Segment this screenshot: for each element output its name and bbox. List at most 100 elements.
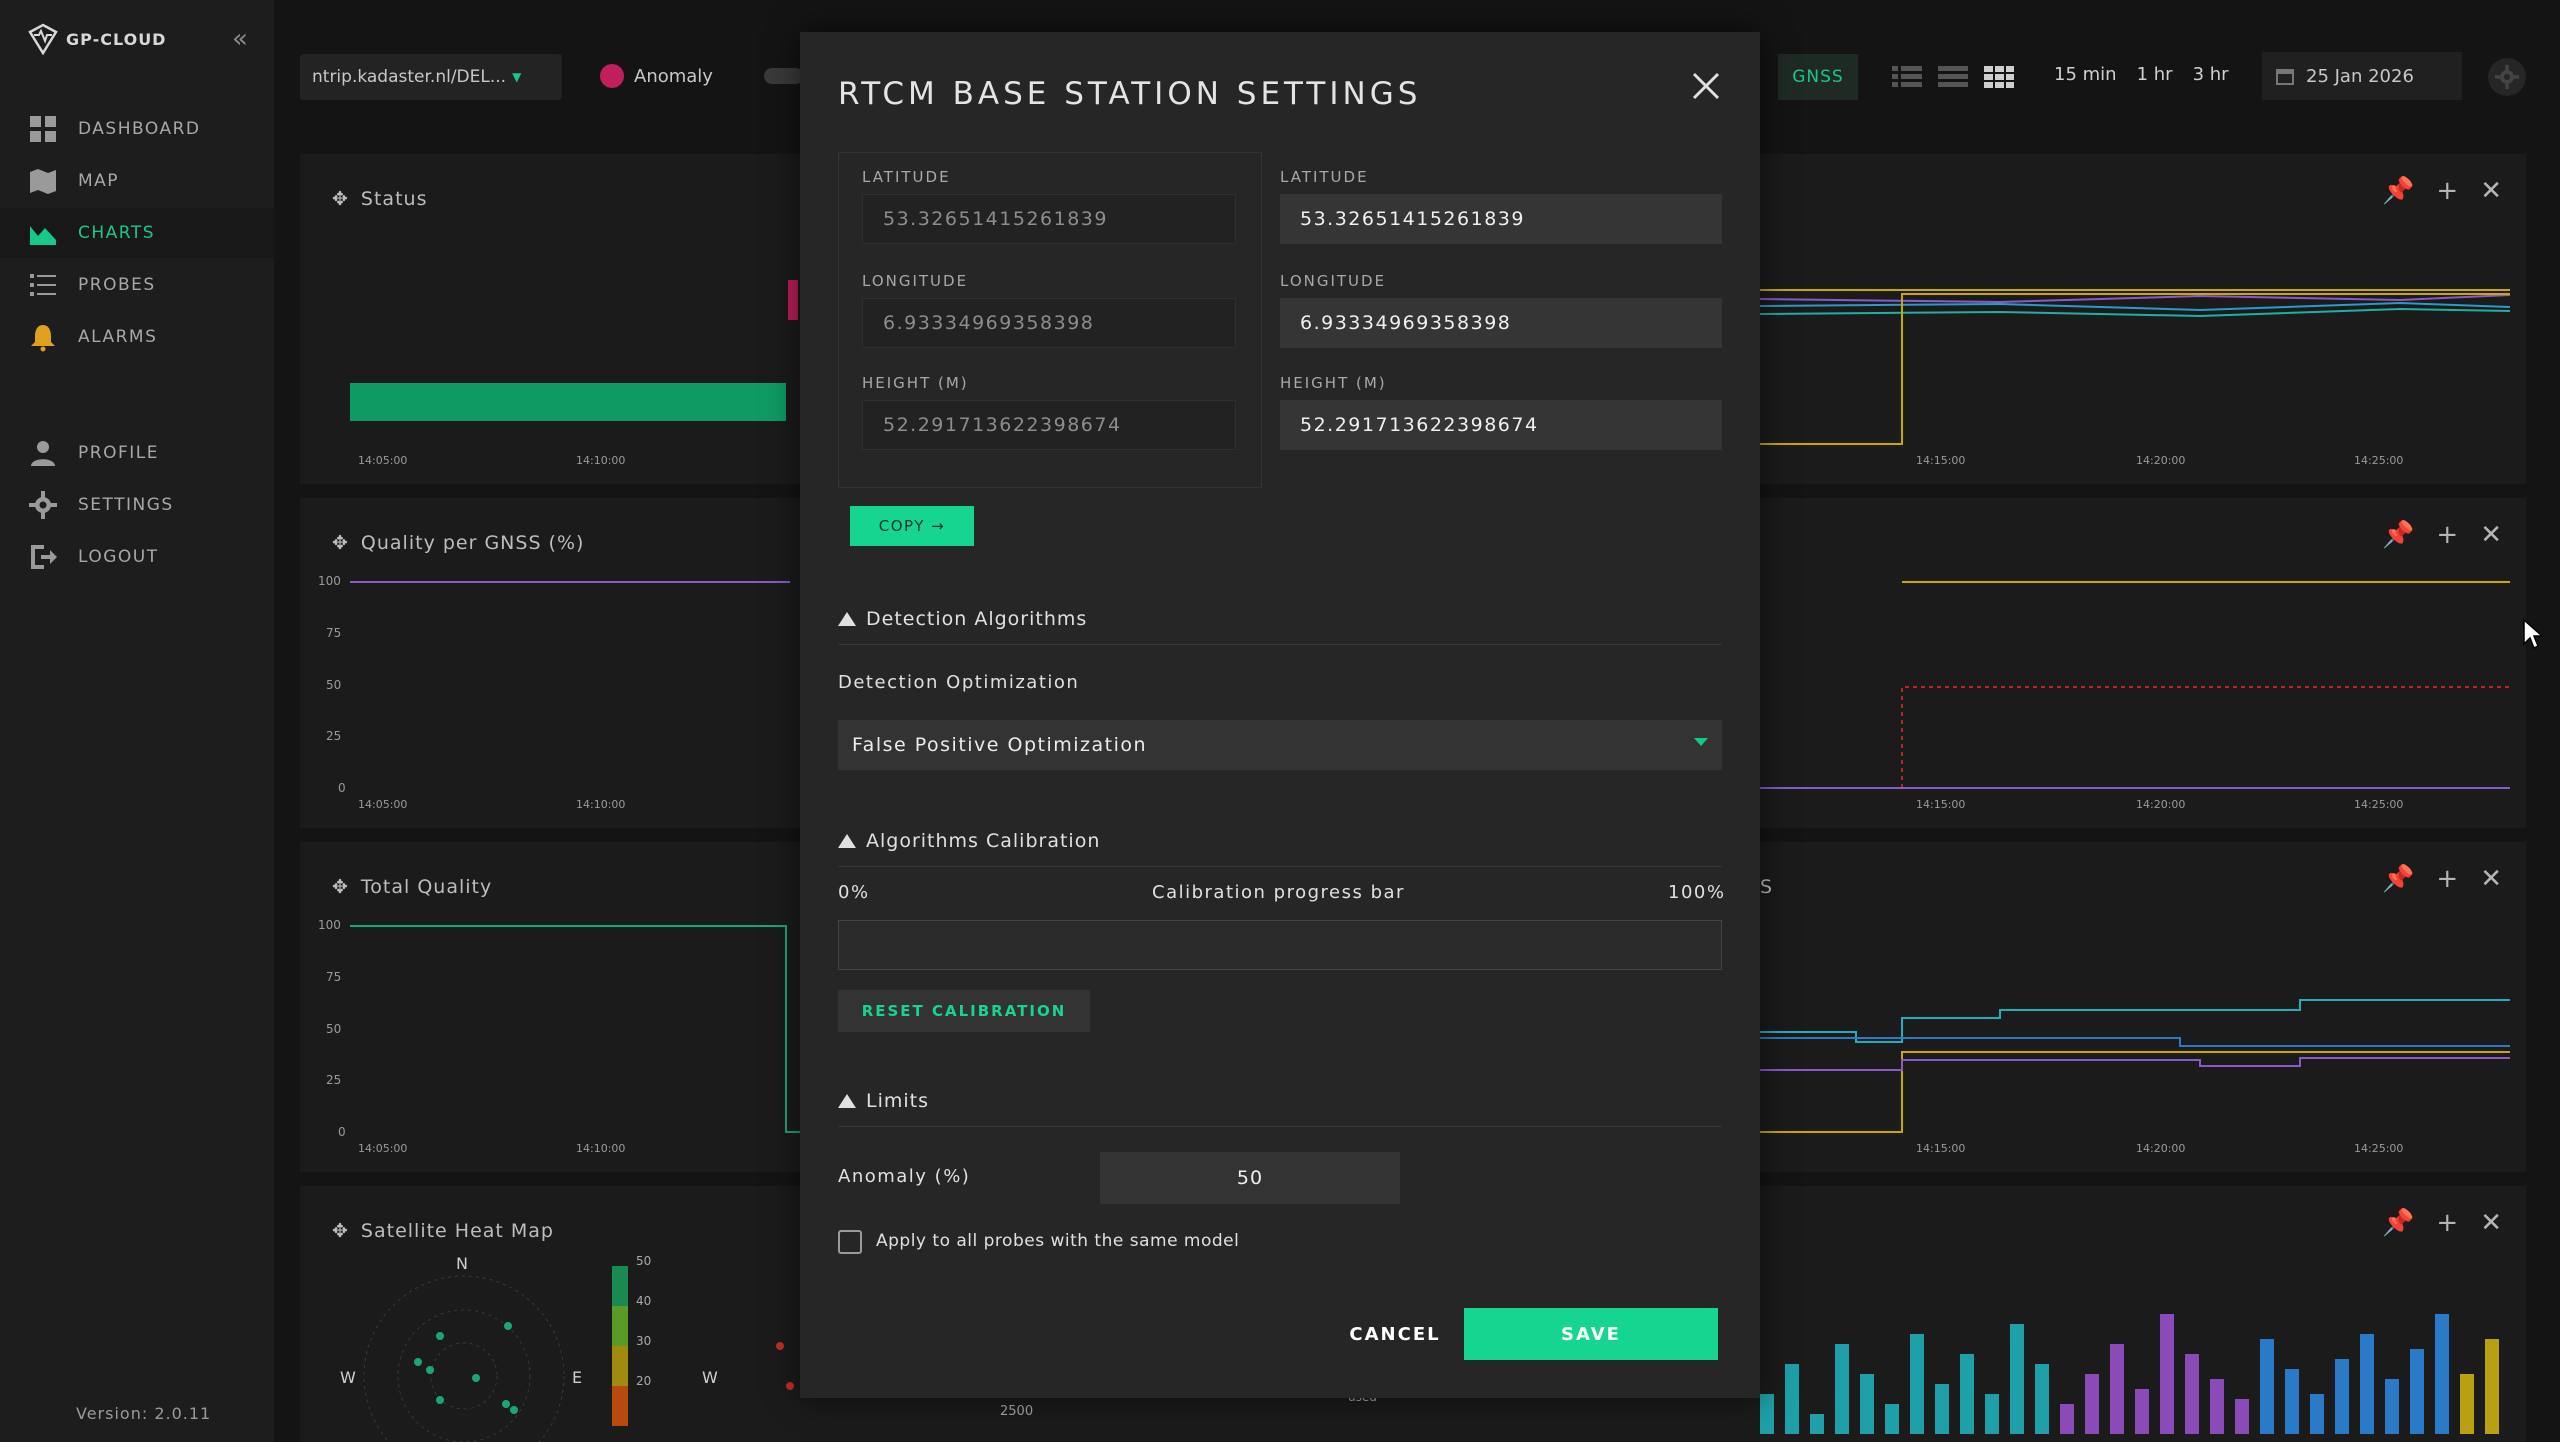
detection-optimization-label: Detection Optimization [838,672,1080,693]
move-handle-icon[interactable]: ✥ [332,188,349,210]
sidebar-item-map[interactable]: MAP [0,156,274,206]
panel-actions: 📌 + ✕ [2382,1208,2502,1238]
sidebar-item-label: PROFILE [78,443,159,463]
latitude-label: LATITUDE [1280,168,1369,186]
date-picker[interactable]: 25 Jan 2026 [2262,52,2462,100]
pin-icon[interactable]: 📌 [2382,520,2415,550]
anomaly-filter[interactable]: Anomaly [600,64,713,88]
alarm-icon [31,325,55,352]
save-button[interactable]: SAVE [1464,1308,1718,1360]
close-icon[interactable] [1686,66,1726,106]
compass-north: N [456,1254,468,1273]
height-label: HEIGHT (M) [1280,374,1387,392]
layout-grid-icon[interactable] [1984,64,2014,90]
add-icon[interactable]: + [2436,520,2459,550]
close-icon[interactable]: ✕ [2480,864,2502,894]
anomaly-toggle[interactable] [764,68,804,84]
panel-actions: 📌 + ✕ [2382,864,2502,894]
longitude-label: LONGITUDE [862,272,969,290]
satellite-bar [2410,1349,2424,1434]
logo[interactable]: GP-CLOUD [26,22,166,56]
close-icon[interactable]: ✕ [2480,176,2502,206]
anomaly-limit-label: Anomaly (%) [838,1166,971,1187]
cancel-button[interactable]: CANCEL [1349,1323,1441,1345]
pin-icon[interactable]: 📌 [2382,1208,2415,1238]
status-chart [350,280,2511,445]
sidebar-item-alarms[interactable]: ALARMS [0,312,274,362]
time-range-options: 15 min 1 hr 3 hr [2054,64,2229,85]
longitude-input[interactable]: 6.93334969358398 [1280,298,1722,348]
sidebar-item-label: LOGOUT [78,547,159,567]
panel-title-text: Quality per GNSS (%) [360,532,585,554]
pin-icon[interactable]: 📌 [2382,864,2415,894]
limits-section[interactable]: Limits [838,1090,1722,1127]
close-icon[interactable]: ✕ [2480,1208,2502,1238]
section-title: Algorithms Calibration [866,830,1101,852]
gnss-button[interactable]: GNSS [1778,54,1858,100]
y-tick: 25 [326,729,342,743]
height-input[interactable]: 52.291713622398674 [1280,400,1722,450]
sidebar-item-label: DASHBOARD [78,119,201,139]
chevron-down-icon [1694,738,1708,746]
time-option-1hr[interactable]: 1 hr [2136,64,2173,85]
algorithms-calibration-section[interactable]: Algorithms Calibration [838,830,1722,867]
layout-switcher [1892,64,2014,90]
collapse-sidebar-icon[interactable]: « [232,24,248,54]
anomaly-dot-icon [600,64,624,88]
layout-list-icon[interactable] [1892,64,1922,90]
y-tick: 25 [326,1073,342,1087]
settings-icon [29,491,57,519]
apply-all-label: Apply to all probes with the same model [876,1231,1240,1251]
sidebar-item-profile[interactable]: PROFILE [0,428,274,478]
satellite-bar [2035,1364,2049,1434]
mouse-cursor-icon [2523,618,2544,650]
modal-title: RTCM BASE STATION SETTINGS [838,76,1422,112]
latitude-input[interactable]: 53.32651415261839 [1280,194,1722,244]
heat-map-chart [363,1266,794,1442]
copy-button[interactable]: COPY → [850,506,974,546]
sidebar-item-logout[interactable]: LOGOUT [0,532,274,582]
anomaly-limit-input[interactable]: 50 [1100,1152,1400,1204]
layout-rows-icon[interactable] [1938,64,1968,90]
close-icon[interactable]: ✕ [2480,520,2502,550]
sidebar-item-label: ALARMS [78,327,158,347]
ntrip-source-select[interactable]: ntrip.kadaster.nl/DEL... ▼ [300,54,562,100]
panel-title-text: Satellite Heat Map [360,1220,554,1242]
x-tick: 14:05:00 [358,798,408,811]
apply-all-checkbox[interactable] [838,1230,862,1254]
profile-icon [31,441,55,466]
sidebar-item-dashboard[interactable]: DASHBOARD [0,104,274,154]
sidebar-item-charts[interactable]: CHARTS [0,208,274,258]
move-handle-icon[interactable]: ✥ [332,1220,349,1242]
y-tick: 50 [326,1022,342,1036]
reset-calibration-button[interactable]: RESET CALIBRATION [838,990,1090,1032]
detection-optimization-select[interactable]: False Positive Optimization [838,720,1722,770]
gear-icon[interactable] [2488,58,2526,96]
longitude-readonly-field: 6.93334969358398 [862,298,1236,348]
sidebar-item-settings[interactable]: SETTINGS [0,480,274,530]
sidebar-item-probes[interactable]: PROBES [0,260,274,310]
calendar-icon [2276,69,2294,85]
detection-algorithms-section[interactable]: Detection Algorithms [838,608,1722,645]
satellite-bar [1860,1374,1874,1434]
add-icon[interactable]: + [2436,864,2459,894]
satellite-bar [1760,1394,1774,1434]
x-tick: 14:25:00 [2354,454,2404,467]
add-icon[interactable]: + [2436,176,2459,206]
legend-tick: 50 [636,1254,652,1268]
dashboard-icon [30,116,56,142]
logo-text: GP-CLOUD [66,29,167,49]
panel-title: ✥ Satellite Heat Map [332,1220,554,1242]
satellite-bar [2335,1359,2349,1434]
logout-icon [31,545,57,569]
x-tick: 14:25:00 [2354,798,2404,811]
add-icon[interactable]: + [2436,1208,2459,1238]
time-option-15min[interactable]: 15 min [2054,64,2117,85]
satellite-bar [2310,1394,2324,1434]
pin-icon[interactable]: 📌 [2382,176,2415,206]
satellite-bar [2235,1399,2249,1434]
total-quality-chart [350,925,2510,1133]
move-handle-icon[interactable]: ✥ [332,876,349,898]
time-option-3hr[interactable]: 3 hr [2192,64,2229,85]
move-handle-icon[interactable]: ✥ [332,532,349,554]
